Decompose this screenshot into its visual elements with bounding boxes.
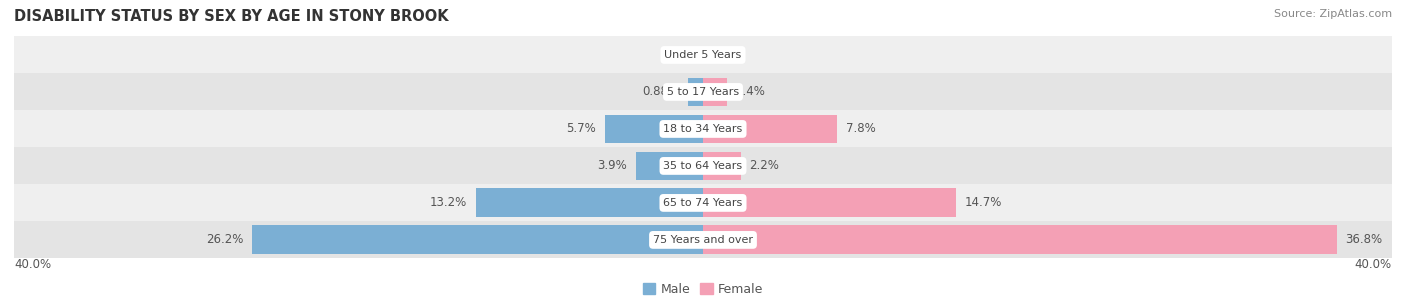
Text: 1.4%: 1.4% [735, 85, 766, 98]
Bar [252, 226, 703, 254]
Bar [703, 78, 727, 106]
Bar [14, 74, 1392, 110]
Bar [688, 78, 703, 106]
Text: 2.2%: 2.2% [749, 159, 779, 172]
Bar [14, 36, 1392, 74]
Bar [475, 188, 703, 217]
Text: 14.7%: 14.7% [965, 196, 1002, 209]
Text: 65 to 74 Years: 65 to 74 Years [664, 198, 742, 208]
Bar [636, 151, 703, 180]
Text: 40.0%: 40.0% [14, 258, 51, 271]
Bar [605, 115, 703, 143]
Text: 75 Years and over: 75 Years and over [652, 235, 754, 245]
Text: 3.9%: 3.9% [598, 159, 627, 172]
Text: 7.8%: 7.8% [846, 123, 876, 136]
Text: 0.88%: 0.88% [643, 85, 679, 98]
Text: Source: ZipAtlas.com: Source: ZipAtlas.com [1274, 9, 1392, 19]
Text: 26.2%: 26.2% [205, 233, 243, 247]
Bar [703, 115, 838, 143]
Text: 5 to 17 Years: 5 to 17 Years [666, 87, 740, 97]
Bar [14, 147, 1392, 185]
Text: 40.0%: 40.0% [1355, 258, 1392, 271]
Legend: Male, Female: Male, Female [638, 278, 768, 301]
Text: 0.0%: 0.0% [711, 48, 741, 61]
Text: 35 to 64 Years: 35 to 64 Years [664, 161, 742, 171]
Text: 36.8%: 36.8% [1346, 233, 1382, 247]
Bar [703, 188, 956, 217]
Text: 13.2%: 13.2% [430, 196, 467, 209]
Text: 5.7%: 5.7% [567, 123, 596, 136]
Bar [703, 151, 741, 180]
Text: 18 to 34 Years: 18 to 34 Years [664, 124, 742, 134]
Bar [14, 110, 1392, 147]
Bar [14, 221, 1392, 258]
Bar [703, 226, 1337, 254]
Bar [14, 185, 1392, 221]
Text: 0.0%: 0.0% [665, 48, 695, 61]
Text: Under 5 Years: Under 5 Years [665, 50, 741, 60]
Text: DISABILITY STATUS BY SEX BY AGE IN STONY BROOK: DISABILITY STATUS BY SEX BY AGE IN STONY… [14, 9, 449, 24]
